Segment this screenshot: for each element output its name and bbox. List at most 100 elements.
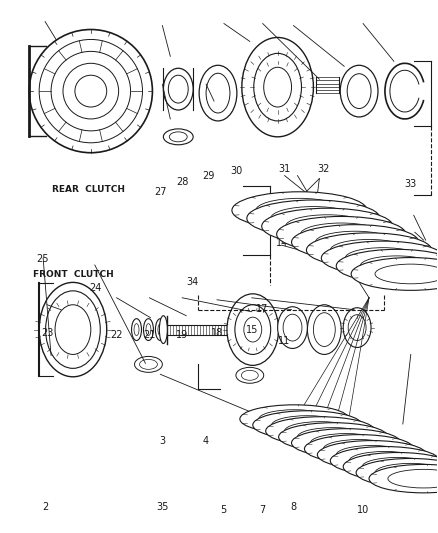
Ellipse shape (362, 457, 434, 476)
Ellipse shape (330, 239, 408, 261)
Ellipse shape (278, 307, 307, 349)
Ellipse shape (314, 313, 335, 346)
Ellipse shape (360, 256, 434, 276)
Ellipse shape (292, 225, 419, 260)
Ellipse shape (241, 370, 258, 380)
Text: 10: 10 (357, 505, 369, 515)
Ellipse shape (254, 53, 301, 121)
Text: 4: 4 (203, 437, 209, 446)
Ellipse shape (155, 319, 165, 341)
Ellipse shape (134, 324, 139, 336)
Ellipse shape (240, 405, 349, 433)
Ellipse shape (39, 282, 107, 377)
Ellipse shape (232, 192, 367, 229)
Text: 32: 32 (317, 164, 330, 174)
Ellipse shape (144, 319, 153, 341)
Ellipse shape (285, 422, 356, 440)
Ellipse shape (343, 308, 371, 348)
Ellipse shape (349, 451, 421, 470)
Ellipse shape (131, 319, 141, 341)
Ellipse shape (348, 314, 366, 341)
Ellipse shape (375, 264, 438, 284)
Ellipse shape (343, 453, 438, 481)
Ellipse shape (351, 257, 438, 290)
Text: 26: 26 (315, 238, 328, 248)
Text: 23: 23 (41, 328, 53, 338)
Ellipse shape (297, 427, 369, 446)
Ellipse shape (271, 207, 356, 230)
Text: 19: 19 (176, 330, 188, 341)
Ellipse shape (369, 464, 438, 493)
Ellipse shape (163, 129, 193, 145)
Text: 2: 2 (42, 503, 48, 512)
Ellipse shape (277, 216, 406, 252)
Ellipse shape (134, 357, 162, 373)
Ellipse shape (168, 75, 188, 103)
Ellipse shape (307, 233, 431, 268)
Ellipse shape (146, 324, 151, 336)
Text: 27: 27 (154, 188, 166, 197)
Text: 28: 28 (176, 177, 188, 187)
Text: 18: 18 (211, 328, 223, 338)
Ellipse shape (244, 317, 262, 342)
Text: 24: 24 (89, 282, 101, 293)
Text: 33: 33 (404, 180, 417, 189)
Text: 29: 29 (202, 172, 214, 181)
Text: 30: 30 (230, 166, 243, 176)
Ellipse shape (159, 316, 167, 343)
Ellipse shape (286, 215, 369, 238)
Ellipse shape (300, 223, 382, 245)
Ellipse shape (279, 423, 388, 451)
Ellipse shape (140, 359, 157, 369)
Ellipse shape (253, 411, 362, 439)
Ellipse shape (307, 305, 341, 354)
Ellipse shape (292, 429, 401, 457)
Text: 34: 34 (187, 277, 199, 287)
Ellipse shape (235, 305, 271, 354)
Ellipse shape (170, 132, 187, 142)
Text: REAR  CLUTCH: REAR CLUTCH (52, 185, 125, 194)
Text: 3: 3 (159, 437, 166, 446)
Text: 14: 14 (276, 238, 288, 248)
Ellipse shape (304, 434, 414, 463)
Ellipse shape (388, 470, 438, 488)
Ellipse shape (259, 410, 330, 429)
Text: FRONT  CLUTCH: FRONT CLUTCH (33, 270, 113, 279)
Text: 35: 35 (156, 503, 169, 512)
Ellipse shape (55, 305, 91, 354)
Text: 8: 8 (290, 503, 296, 512)
Ellipse shape (311, 433, 382, 452)
Ellipse shape (158, 324, 163, 336)
Ellipse shape (163, 68, 193, 110)
Ellipse shape (262, 208, 393, 244)
Text: 11: 11 (278, 336, 290, 345)
Ellipse shape (330, 447, 438, 475)
Ellipse shape (256, 198, 343, 222)
Text: 31: 31 (278, 164, 290, 174)
Text: 15: 15 (245, 325, 258, 335)
Ellipse shape (336, 249, 438, 282)
Ellipse shape (264, 67, 292, 107)
Text: 7: 7 (259, 505, 266, 515)
Ellipse shape (242, 37, 314, 137)
Text: 25: 25 (36, 254, 49, 263)
Ellipse shape (199, 65, 237, 121)
Ellipse shape (323, 440, 395, 458)
Text: 13: 13 (391, 256, 403, 266)
Text: 21: 21 (143, 330, 155, 341)
Ellipse shape (236, 367, 264, 383)
Text: 12: 12 (420, 277, 432, 287)
Text: 22: 22 (110, 330, 123, 341)
Ellipse shape (272, 416, 343, 434)
Ellipse shape (321, 241, 438, 275)
Ellipse shape (315, 231, 395, 253)
Ellipse shape (206, 73, 230, 113)
Text: 5: 5 (220, 505, 226, 515)
Ellipse shape (347, 74, 371, 109)
Ellipse shape (340, 65, 378, 117)
Ellipse shape (266, 417, 375, 445)
Text: 17: 17 (256, 304, 268, 314)
Ellipse shape (46, 291, 100, 368)
Ellipse shape (336, 446, 408, 464)
Ellipse shape (247, 200, 380, 237)
